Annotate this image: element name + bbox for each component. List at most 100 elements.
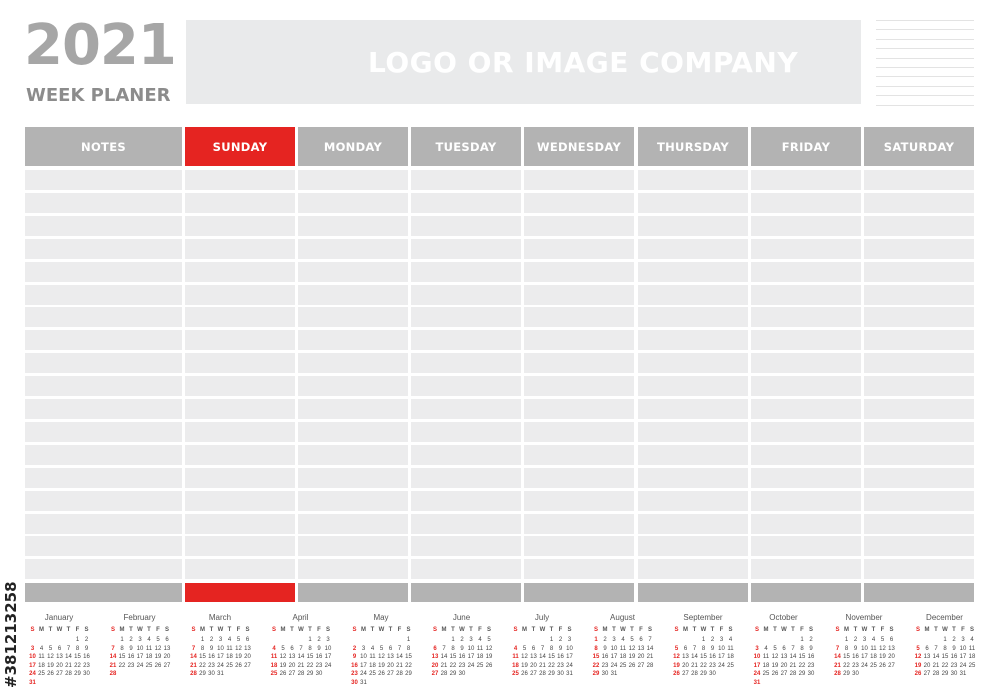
planner-row[interactable] (864, 421, 974, 442)
planner-row[interactable] (25, 513, 182, 534)
planner-row[interactable] (411, 536, 521, 557)
planner-row[interactable] (864, 238, 974, 259)
planner-row[interactable] (25, 559, 182, 580)
planner-row[interactable] (25, 170, 182, 190)
planner-row[interactable] (524, 330, 634, 351)
planner-row[interactable] (751, 399, 861, 419)
planner-row[interactable] (185, 399, 295, 419)
planner-row[interactable] (185, 444, 295, 465)
planner-row[interactable] (638, 444, 748, 465)
planner-row[interactable] (751, 238, 861, 259)
planner-row[interactable] (25, 536, 182, 557)
planner-row[interactable] (185, 330, 295, 351)
planner-row[interactable] (864, 490, 974, 511)
planner-row[interactable] (185, 284, 295, 305)
planner-row[interactable] (751, 536, 861, 557)
planner-row[interactable] (25, 353, 182, 374)
planner-row[interactable] (298, 353, 408, 374)
planner-row[interactable] (864, 170, 974, 190)
planner-row[interactable] (411, 238, 521, 259)
planner-row[interactable] (751, 192, 861, 213)
planner-row[interactable] (751, 261, 861, 282)
planner-row[interactable] (751, 353, 861, 374)
planner-row[interactable] (185, 467, 295, 488)
planner-row[interactable] (298, 284, 408, 305)
planner-row[interactable] (185, 513, 295, 534)
planner-row[interactable] (25, 284, 182, 305)
planner-row[interactable] (185, 238, 295, 259)
planner-row[interactable] (638, 399, 748, 419)
planner-row[interactable] (864, 330, 974, 351)
planner-row[interactable] (751, 559, 861, 580)
planner-row[interactable] (411, 307, 521, 328)
planner-row[interactable] (298, 444, 408, 465)
planner-row[interactable] (638, 559, 748, 580)
planner-row[interactable] (411, 399, 521, 419)
planner-row[interactable] (524, 444, 634, 465)
planner-row[interactable] (524, 284, 634, 305)
planner-row[interactable] (751, 330, 861, 351)
planner-row[interactable] (298, 490, 408, 511)
planner-row[interactable] (864, 353, 974, 374)
planner-row[interactable] (864, 513, 974, 534)
planner-row[interactable] (638, 330, 748, 351)
planner-row[interactable] (185, 170, 295, 190)
planner-row[interactable] (25, 376, 182, 397)
planner-row[interactable] (411, 513, 521, 534)
planner-row[interactable] (185, 559, 295, 580)
planner-row[interactable] (25, 215, 182, 236)
planner-row[interactable] (524, 399, 634, 419)
planner-row[interactable] (864, 284, 974, 305)
planner-row[interactable] (411, 215, 521, 236)
planner-row[interactable] (25, 330, 182, 351)
planner-row[interactable] (298, 330, 408, 351)
planner-row[interactable] (524, 353, 634, 374)
planner-row[interactable] (185, 307, 295, 328)
planner-row[interactable] (524, 536, 634, 557)
planner-row[interactable] (298, 215, 408, 236)
planner-row[interactable] (185, 376, 295, 397)
planner-row[interactable] (751, 444, 861, 465)
planner-row[interactable] (298, 513, 408, 534)
planner-row[interactable] (638, 192, 748, 213)
planner-row[interactable] (411, 376, 521, 397)
planner-row[interactable] (524, 559, 634, 580)
planner-row[interactable] (25, 490, 182, 511)
planner-row[interactable] (638, 376, 748, 397)
planner-row[interactable] (25, 444, 182, 465)
planner-row[interactable] (185, 490, 295, 511)
planner-row[interactable] (411, 467, 521, 488)
planner-row[interactable] (411, 490, 521, 511)
planner-row[interactable] (411, 192, 521, 213)
planner-row[interactable] (25, 421, 182, 442)
planner-row[interactable] (864, 559, 974, 580)
planner-row[interactable] (638, 353, 748, 374)
planner-row[interactable] (638, 238, 748, 259)
planner-row[interactable] (864, 399, 974, 419)
planner-row[interactable] (864, 536, 974, 557)
planner-row[interactable] (864, 444, 974, 465)
planner-row[interactable] (298, 376, 408, 397)
planner-row[interactable] (638, 421, 748, 442)
planner-row[interactable] (298, 421, 408, 442)
planner-row[interactable] (185, 421, 295, 442)
planner-row[interactable] (185, 353, 295, 374)
planner-row[interactable] (185, 261, 295, 282)
planner-row[interactable] (411, 284, 521, 305)
planner-row[interactable] (25, 307, 182, 328)
planner-row[interactable] (524, 170, 634, 190)
planner-row[interactable] (638, 467, 748, 488)
planner-row[interactable] (411, 444, 521, 465)
planner-row[interactable] (524, 215, 634, 236)
planner-row[interactable] (751, 513, 861, 534)
planner-row[interactable] (638, 170, 748, 190)
planner-row[interactable] (524, 376, 634, 397)
planner-row[interactable] (298, 170, 408, 190)
planner-row[interactable] (411, 353, 521, 374)
planner-row[interactable] (298, 399, 408, 419)
planner-row[interactable] (638, 284, 748, 305)
planner-row[interactable] (298, 559, 408, 580)
planner-row[interactable] (751, 467, 861, 488)
planner-row[interactable] (411, 261, 521, 282)
planner-row[interactable] (864, 376, 974, 397)
